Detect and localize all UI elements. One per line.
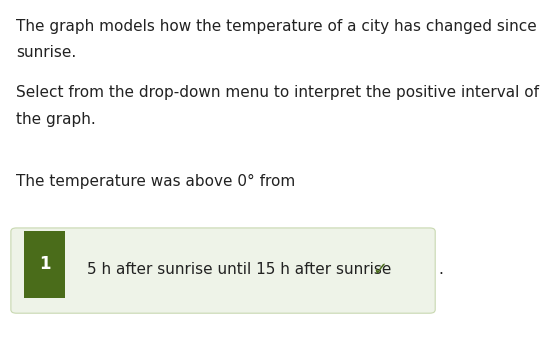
- Text: sunrise.: sunrise.: [16, 45, 77, 60]
- Text: .: .: [438, 262, 443, 277]
- Text: 1: 1: [39, 255, 51, 274]
- Text: The graph models how the temperature of a city has changed since: The graph models how the temperature of …: [16, 19, 537, 34]
- FancyBboxPatch shape: [24, 231, 65, 298]
- Text: the graph.: the graph.: [16, 112, 96, 127]
- Text: The temperature was above 0° from: The temperature was above 0° from: [16, 174, 295, 189]
- FancyBboxPatch shape: [11, 228, 435, 313]
- Text: ✓: ✓: [373, 261, 388, 279]
- Text: 5 h after sunrise until 15 h after sunrise: 5 h after sunrise until 15 h after sunri…: [87, 262, 392, 277]
- Text: Select from the drop-down menu to interpret the positive interval of: Select from the drop-down menu to interp…: [16, 85, 539, 100]
